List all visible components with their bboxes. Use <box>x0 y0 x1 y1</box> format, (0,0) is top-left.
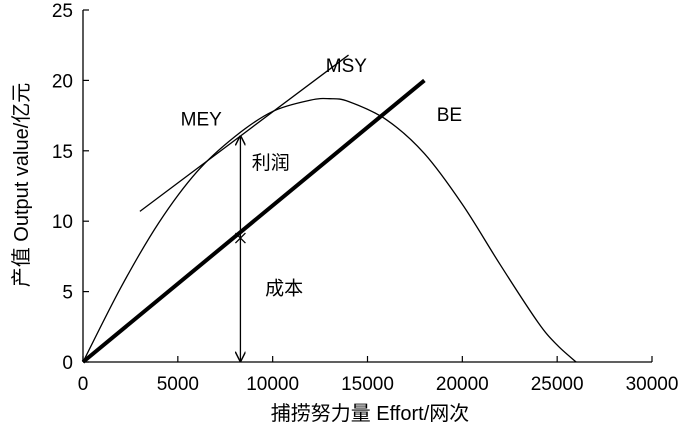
x-tick-label: 5000 <box>157 374 199 395</box>
y-tick-label: 25 <box>52 1 73 22</box>
y-axis-title: 产值 Output value/亿元 <box>10 83 33 288</box>
x-tick-label: 25000 <box>531 374 584 395</box>
x-tick-label: 30000 <box>626 374 679 395</box>
cost-line <box>81 78 426 364</box>
annotation-be: BE <box>437 105 462 126</box>
x-tick-label: 20000 <box>436 374 489 395</box>
revenue-curve <box>82 97 577 363</box>
x-axis: 0 5000 10000 15000 20000 25000 30000 <box>78 356 679 395</box>
annotation-msy: MSY <box>326 56 368 77</box>
y-tick-label: 10 <box>52 212 73 233</box>
x-tick-label: 10000 <box>246 374 299 395</box>
y-tick-label: 5 <box>62 283 73 304</box>
annotation-profit: 利润 <box>252 152 290 174</box>
cost-point-marker <box>234 232 246 244</box>
x-tick-label: 15000 <box>341 374 394 395</box>
x-tick-label: 0 <box>78 374 89 395</box>
y-axis: 0 5 10 15 20 25 <box>52 1 89 374</box>
y-tick-label: 20 <box>52 71 73 92</box>
annotation-mey: MEY <box>181 109 223 130</box>
y-tick-label: 0 <box>62 353 73 374</box>
annotation-cost: 成本 <box>265 277 303 299</box>
tangent-line <box>139 54 349 212</box>
plot-area <box>81 54 577 364</box>
y-tick-label: 15 <box>52 142 73 163</box>
x-axis-title: 捕捞努力量 Effort/网次 <box>271 402 470 425</box>
